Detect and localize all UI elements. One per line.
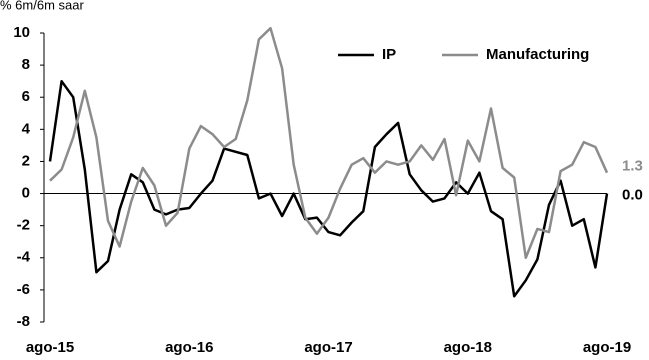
x-tick-label: ago-18 [444,339,492,356]
y-tick-label: 2 [22,152,30,169]
data-label: 0.0 [622,187,643,204]
data-label: 1.3 [622,158,643,175]
y-tick-label: 6 [22,88,30,105]
x-tick-label: ago-19 [583,339,631,356]
y-tick-label: 4 [22,120,31,137]
y-tick-label: 0 [22,185,30,202]
y-tick-label: -6 [17,281,30,298]
y-tick-label: -8 [17,313,30,330]
legend-label: IP [382,46,396,63]
y-axis-label: % 6m/6m saar [0,0,84,12]
legend-label: Manufacturing [486,46,589,63]
x-tick-label: ago-16 [165,339,213,356]
y-tick-label: 10 [13,24,30,41]
y-tick-label: 8 [22,56,30,73]
x-tick-label: ago-15 [26,339,74,356]
series-line [48,79,609,298]
series-line [49,26,609,260]
y-tick-label: -4 [17,249,31,266]
y-tick-label: -2 [17,217,30,234]
x-tick-label: ago-17 [304,339,352,356]
